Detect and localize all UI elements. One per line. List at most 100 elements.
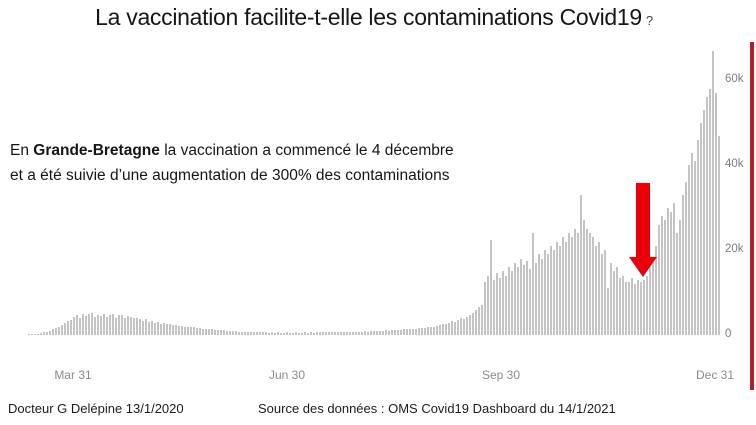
bar (133, 318, 135, 335)
bar (40, 333, 42, 335)
bar (166, 324, 168, 335)
bar (148, 322, 150, 335)
bar (268, 333, 270, 335)
bar (421, 328, 423, 335)
bar (94, 317, 96, 335)
bar (310, 332, 312, 335)
bar (688, 165, 690, 335)
bar (304, 332, 306, 335)
bar (439, 325, 441, 335)
bar (577, 233, 579, 335)
bar (424, 328, 426, 335)
bar (406, 329, 408, 335)
bar (244, 332, 246, 335)
bar (598, 242, 600, 335)
bar (403, 329, 405, 335)
bar (445, 324, 447, 335)
bar (154, 323, 156, 335)
bar (100, 316, 102, 335)
bar (112, 314, 114, 335)
bar (187, 327, 189, 335)
y-tick-label: 20k (725, 243, 744, 255)
bar (610, 263, 612, 335)
bar (289, 333, 291, 335)
bar (565, 242, 567, 335)
bar (229, 331, 231, 335)
bar (37, 334, 39, 335)
bar (373, 331, 375, 335)
bar (709, 89, 711, 335)
bar (469, 315, 471, 335)
bar (613, 271, 615, 335)
bar (460, 318, 462, 335)
bar (52, 329, 54, 335)
bar (343, 332, 345, 335)
bar (178, 326, 180, 335)
bar (712, 51, 714, 335)
page-title: La vaccination facilite-t-elle les conta… (0, 4, 748, 31)
bar (649, 267, 651, 335)
bar (301, 333, 303, 335)
bar (115, 318, 117, 335)
bar (514, 263, 516, 335)
bar (697, 140, 699, 335)
bar (457, 320, 459, 335)
bar (481, 305, 483, 335)
arrow-shaft (636, 183, 650, 258)
bar (70, 320, 72, 335)
bar (217, 330, 219, 335)
bar (328, 332, 330, 335)
bar (61, 325, 63, 335)
bar (181, 326, 183, 335)
bar (640, 282, 642, 335)
bar (499, 278, 501, 335)
bar (619, 278, 621, 335)
bar (103, 314, 105, 335)
bar (559, 246, 561, 335)
title-question-mark: ? (645, 13, 653, 28)
bar (703, 110, 705, 335)
bar (436, 326, 438, 335)
bar (358, 332, 360, 335)
x-tick-label: Jun 30 (268, 368, 306, 382)
bar (82, 314, 84, 335)
bar (88, 314, 90, 335)
bar (691, 153, 693, 335)
bar (508, 267, 510, 335)
bar (442, 324, 444, 335)
bar (706, 97, 708, 335)
bar (538, 254, 540, 335)
bar (484, 282, 486, 335)
bar (637, 280, 639, 335)
bar (190, 327, 192, 335)
bar (250, 332, 252, 335)
bar (676, 233, 678, 335)
bar (172, 325, 174, 335)
bar (43, 332, 45, 335)
bar (346, 332, 348, 335)
bar (430, 327, 432, 335)
bar (643, 280, 645, 335)
bar (142, 321, 144, 335)
bar (502, 271, 504, 335)
bar (646, 276, 648, 335)
bar (280, 333, 282, 335)
bar (79, 318, 81, 335)
bar (601, 254, 603, 335)
bar (67, 321, 69, 335)
bar (259, 332, 261, 335)
bar (145, 319, 147, 335)
bar (313, 333, 315, 335)
bar (163, 323, 165, 335)
bar (397, 330, 399, 335)
bar (31, 334, 33, 335)
bar (532, 233, 534, 335)
bar (295, 332, 297, 335)
bar (223, 330, 225, 335)
bar (286, 332, 288, 335)
chart-bars (28, 38, 722, 335)
bar (274, 333, 276, 335)
bar (715, 93, 717, 335)
annotation-line1-prefix: En (10, 142, 34, 159)
bar (604, 250, 606, 335)
